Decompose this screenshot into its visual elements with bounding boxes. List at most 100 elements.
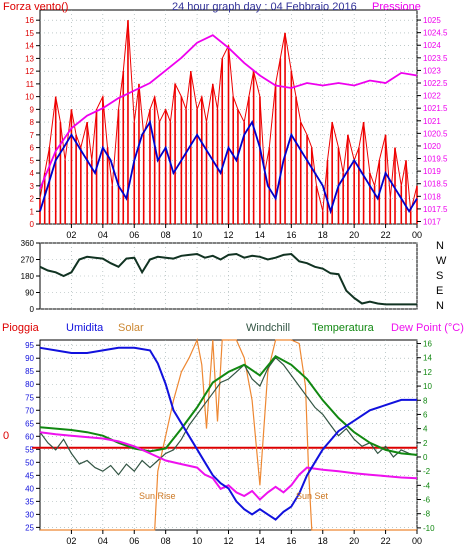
time-tick-label: 22 [381,536,391,546]
wind-direction-series [39,252,417,306]
pressure-tick-label: 1024.5 [423,29,448,38]
sunset-annotation: Sun Set [296,491,329,501]
wind-speed-tick-label: 15 [25,29,34,38]
wind-speed-tick-label: 4 [30,169,35,178]
legend-solar: Solar [118,322,144,334]
temperature-tick-label: 0 [423,453,428,462]
time-tick-label: 14 [255,230,265,240]
dewpoint-line [39,431,418,501]
time-tick-label: 10 [192,536,202,546]
wind-speed-tick-label: 2 [30,195,35,204]
wind-pressure-series [39,20,418,224]
pressure-tick-label: 1023.5 [423,54,448,63]
direction-tick-label: 180 [21,272,35,281]
wind-direction-grid [40,242,418,310]
humidity-tick-label: 55 [25,445,34,454]
wind-speed-tick-label: 0 [30,220,35,229]
time-tick-label: 04 [98,536,108,546]
time-tick-label: 08 [161,536,171,546]
time-tick-label: 06 [129,536,139,546]
wind-direction-line [39,252,417,306]
time-tick-label: 02 [66,536,76,546]
legend-rain: Pioggia [2,322,40,334]
temperature-time-axis: 02 04 06 08 10 12 14 16 18 20 22 00 [66,530,422,546]
time-tick-label: 18 [318,536,328,546]
wind-speed-tick-label: 7 [30,131,35,140]
legend-windchill: Windchill [246,322,290,334]
pressure-tick-label: 1024 [423,41,441,50]
temperature-tick-label: -6 [423,496,431,505]
pressure-tick-label: 1020 [423,142,441,151]
pressure-tick-label: 1021 [423,117,441,126]
wind-speed-tick-label: 16 [25,16,34,25]
time-tick-label: 10 [192,230,202,240]
sunrise-annotation: Sun Rise [139,491,176,501]
temperature-tick-label: 10 [423,382,432,391]
wind-speed-tick-label: 14 [25,42,34,51]
rain-zero-label: 0 [3,430,9,442]
pressure-axis: 1017 1017.5 1018 1018.5 1019 1019.5 1020 1020.5… [417,16,448,226]
wind-speed-tick-label: 11 [26,80,35,89]
pressure-tick-label: 1025 [423,16,441,25]
humidity-tick-label: 80 [25,380,34,389]
humidity-tick-label: 30 [25,510,34,519]
time-tick-label: 20 [349,536,359,546]
humidity-tick-label: 40 [25,484,34,493]
wind-time-axis: 02 04 06 08 10 12 14 16 18 20 22 00 [66,224,422,240]
time-tick-label: 00 [412,536,422,546]
humidity-tick-label: 85 [25,367,34,376]
compass-label: S [436,270,443,282]
time-tick-label: 06 [129,230,139,240]
temperature-tick-label: 2 [423,439,428,448]
time-tick-label: 00 [412,230,422,240]
time-tick-label: 04 [98,230,108,240]
humidity-tick-label: 90 [25,354,34,363]
temperature-tick-label: -2 [423,467,431,476]
humidity-tick-label: 65 [25,419,34,428]
humidity-tick-label: 50 [25,458,34,467]
time-tick-label: 02 [66,230,76,240]
time-tick-label: 08 [161,230,171,240]
pressure-tick-label: 1023 [423,66,441,75]
legend-humidity: Umidita [66,322,104,334]
humidity-tick-label: 95 [25,341,34,350]
solar-line [40,338,417,531]
humidity-line [39,346,417,521]
temperature-tick-label: 8 [423,396,428,405]
humidity-tick-label: 70 [25,406,34,415]
temperature-tick-label: 12 [423,368,432,377]
time-tick-label: 16 [286,536,296,546]
wind-speed-tick-label: 3 [30,182,35,191]
time-tick-label: 12 [223,230,233,240]
temperature-tick-label: 6 [423,410,428,419]
temperature-tick-label: 4 [423,425,428,434]
direction-tick-label: 90 [25,289,34,298]
pressure-label: Pressione [372,1,421,13]
compass-label: N [436,300,444,312]
direction-tick-label: 0 [30,305,35,314]
chart-title: 24 hour graph day : 04 Febbraio 2016 [172,1,357,13]
pressure-tick-label: 1019.5 [423,155,448,164]
temperature-tick-label: -4 [423,481,431,490]
direction-tick-label: 360 [21,239,35,248]
wind-speed-line [39,119,418,215]
pressure-tick-label: 1022.5 [423,79,448,88]
direction-degree-axis: 360 270 180 90 0 [21,239,40,314]
temperature-line [39,355,418,456]
humidity-axis: 95 90 85 80 75 70 65 60 55 50 45 40 35 30 25 [25,341,40,532]
wind-speed-tick-label: 12 [25,67,34,76]
compass-label: W [436,255,447,267]
humidity-tick-label: 60 [25,432,34,441]
humidity-tick-label: 35 [25,497,34,506]
compass-label: E [436,285,443,297]
pressure-tick-label: 1017 [423,217,441,226]
direction-tick-label: 270 [21,256,35,265]
wind-speed-tick-label: 5 [30,156,35,165]
wind-speed-tick-label: 13 [25,54,34,63]
wind-speed-tick-label: 1 [30,207,35,216]
time-tick-label: 16 [286,230,296,240]
time-tick-label: 18 [318,230,328,240]
